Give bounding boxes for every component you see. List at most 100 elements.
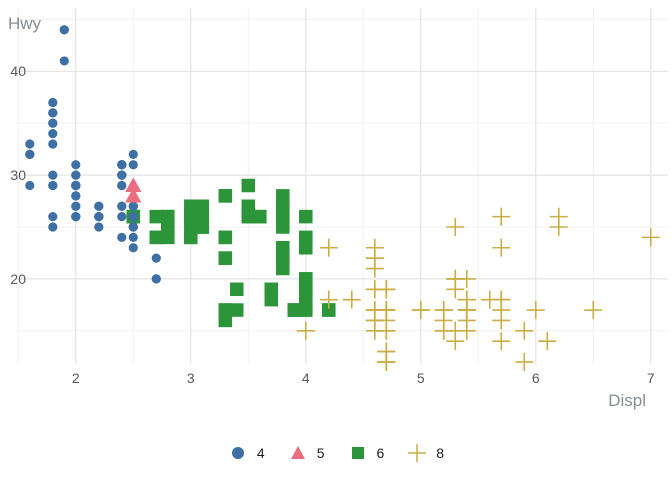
data-point-circle xyxy=(71,212,81,222)
data-point-circle xyxy=(94,212,104,222)
data-point-plus xyxy=(515,321,534,340)
legend-item-4: 4 xyxy=(228,443,265,463)
data-point-plus xyxy=(446,280,465,299)
data-point-plus xyxy=(457,269,476,288)
legend-label-5: 5 xyxy=(316,445,325,461)
data-point-square xyxy=(195,209,210,224)
legend-swatch-shape xyxy=(231,447,244,459)
data-point-circle xyxy=(48,118,58,128)
legend-item-5: 5 xyxy=(288,443,325,463)
data-point-circle xyxy=(117,160,127,170)
data-point-circle xyxy=(117,201,127,211)
data-point-square xyxy=(299,282,313,297)
x-tick-label: 4 xyxy=(301,370,310,386)
data-point-plus xyxy=(515,352,534,371)
data-point-plus xyxy=(377,321,396,340)
x-tick-label: 2 xyxy=(71,370,80,386)
data-point-circle xyxy=(59,56,69,66)
data-point-square xyxy=(218,303,233,317)
data-point-plus xyxy=(342,290,361,309)
data-point-plus xyxy=(492,290,511,309)
data-point-square xyxy=(264,282,279,297)
data-point-circle xyxy=(128,232,138,242)
data-point-circle xyxy=(25,139,35,149)
data-point-circle xyxy=(94,201,104,211)
data-point-square xyxy=(276,209,290,224)
data-point-plus xyxy=(641,228,660,247)
legend-item-8: 8 xyxy=(407,443,444,463)
data-point-square xyxy=(276,261,290,276)
legend-circle-icon xyxy=(231,447,244,459)
data-point-square xyxy=(184,230,198,245)
data-point-square xyxy=(149,209,164,224)
plot-panel xyxy=(16,8,668,371)
data-point-plus xyxy=(411,301,430,320)
data-point-circle xyxy=(48,97,58,108)
data-point-circle xyxy=(117,212,127,222)
data-point-circle xyxy=(71,170,81,180)
data-point-square xyxy=(195,199,210,213)
x-axis-title: Displ xyxy=(608,391,646,410)
data-point-plus xyxy=(492,238,511,257)
data-point-plus xyxy=(526,301,545,320)
data-point-plus xyxy=(492,332,511,351)
data-point-circle xyxy=(128,149,138,159)
data-point-plus xyxy=(319,238,338,257)
data-point-circle xyxy=(128,201,138,211)
data-point-square xyxy=(287,303,302,317)
data-point-plus xyxy=(492,207,511,226)
data-point-square xyxy=(276,241,290,255)
data-point-circle xyxy=(48,128,58,139)
data-point-circle xyxy=(71,191,81,201)
data-point-square xyxy=(218,189,233,203)
data-point-square xyxy=(241,199,256,213)
legend-swatch-shape xyxy=(290,446,305,459)
y-tick-label: 40 xyxy=(10,63,26,80)
data-point-plus xyxy=(446,332,465,351)
data-point-square xyxy=(218,313,233,328)
data-point-circle xyxy=(94,222,104,232)
data-point-plus xyxy=(492,311,511,330)
data-point-square xyxy=(299,303,313,317)
data-point-circle xyxy=(128,243,138,253)
data-point-square xyxy=(184,199,198,213)
data-point-circle xyxy=(48,139,58,149)
data-point-square xyxy=(241,209,256,224)
data-point-plus xyxy=(377,301,396,320)
legend-triangle-icon xyxy=(290,446,305,459)
x-tick-label: 3 xyxy=(186,370,195,386)
data-point-circle xyxy=(48,212,58,222)
data-point-circle xyxy=(117,180,127,191)
data-point-plus xyxy=(377,280,396,299)
data-point-square xyxy=(161,209,175,224)
data-point-square xyxy=(184,209,198,224)
data-point-square xyxy=(299,209,313,224)
data-point-square xyxy=(322,303,336,317)
y-tick-label: 20 xyxy=(10,270,26,287)
data-point-square xyxy=(230,303,244,317)
data-point-plus xyxy=(457,311,476,330)
legend-plus-icon xyxy=(408,444,427,462)
legend-label-4: 4 xyxy=(256,445,265,461)
data-point-plus xyxy=(296,321,315,340)
legend-label-8: 8 xyxy=(436,445,445,461)
data-point-plus xyxy=(377,352,396,371)
data-point-plus xyxy=(538,332,557,351)
y-axis-title: Hwy xyxy=(8,14,42,33)
legend-label-6: 6 xyxy=(376,445,385,461)
data-point-circle xyxy=(151,253,161,263)
data-point-square xyxy=(149,230,164,245)
data-point-square xyxy=(299,241,313,255)
data-point-square xyxy=(276,220,290,234)
legend-square-icon xyxy=(351,447,364,459)
data-point-square xyxy=(218,251,233,265)
data-point-triangle xyxy=(125,187,142,203)
data-point-plus xyxy=(584,301,603,320)
data-point-circle xyxy=(48,222,58,232)
data-point-square xyxy=(276,189,290,203)
data-point-circle xyxy=(48,108,58,118)
data-point-square xyxy=(253,209,267,224)
data-point-square xyxy=(218,230,233,245)
x-tick-label: 6 xyxy=(531,370,540,386)
